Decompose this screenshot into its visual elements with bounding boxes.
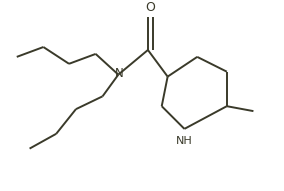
Text: N: N (115, 67, 124, 80)
Text: O: O (145, 1, 155, 14)
Text: NH: NH (176, 136, 193, 146)
